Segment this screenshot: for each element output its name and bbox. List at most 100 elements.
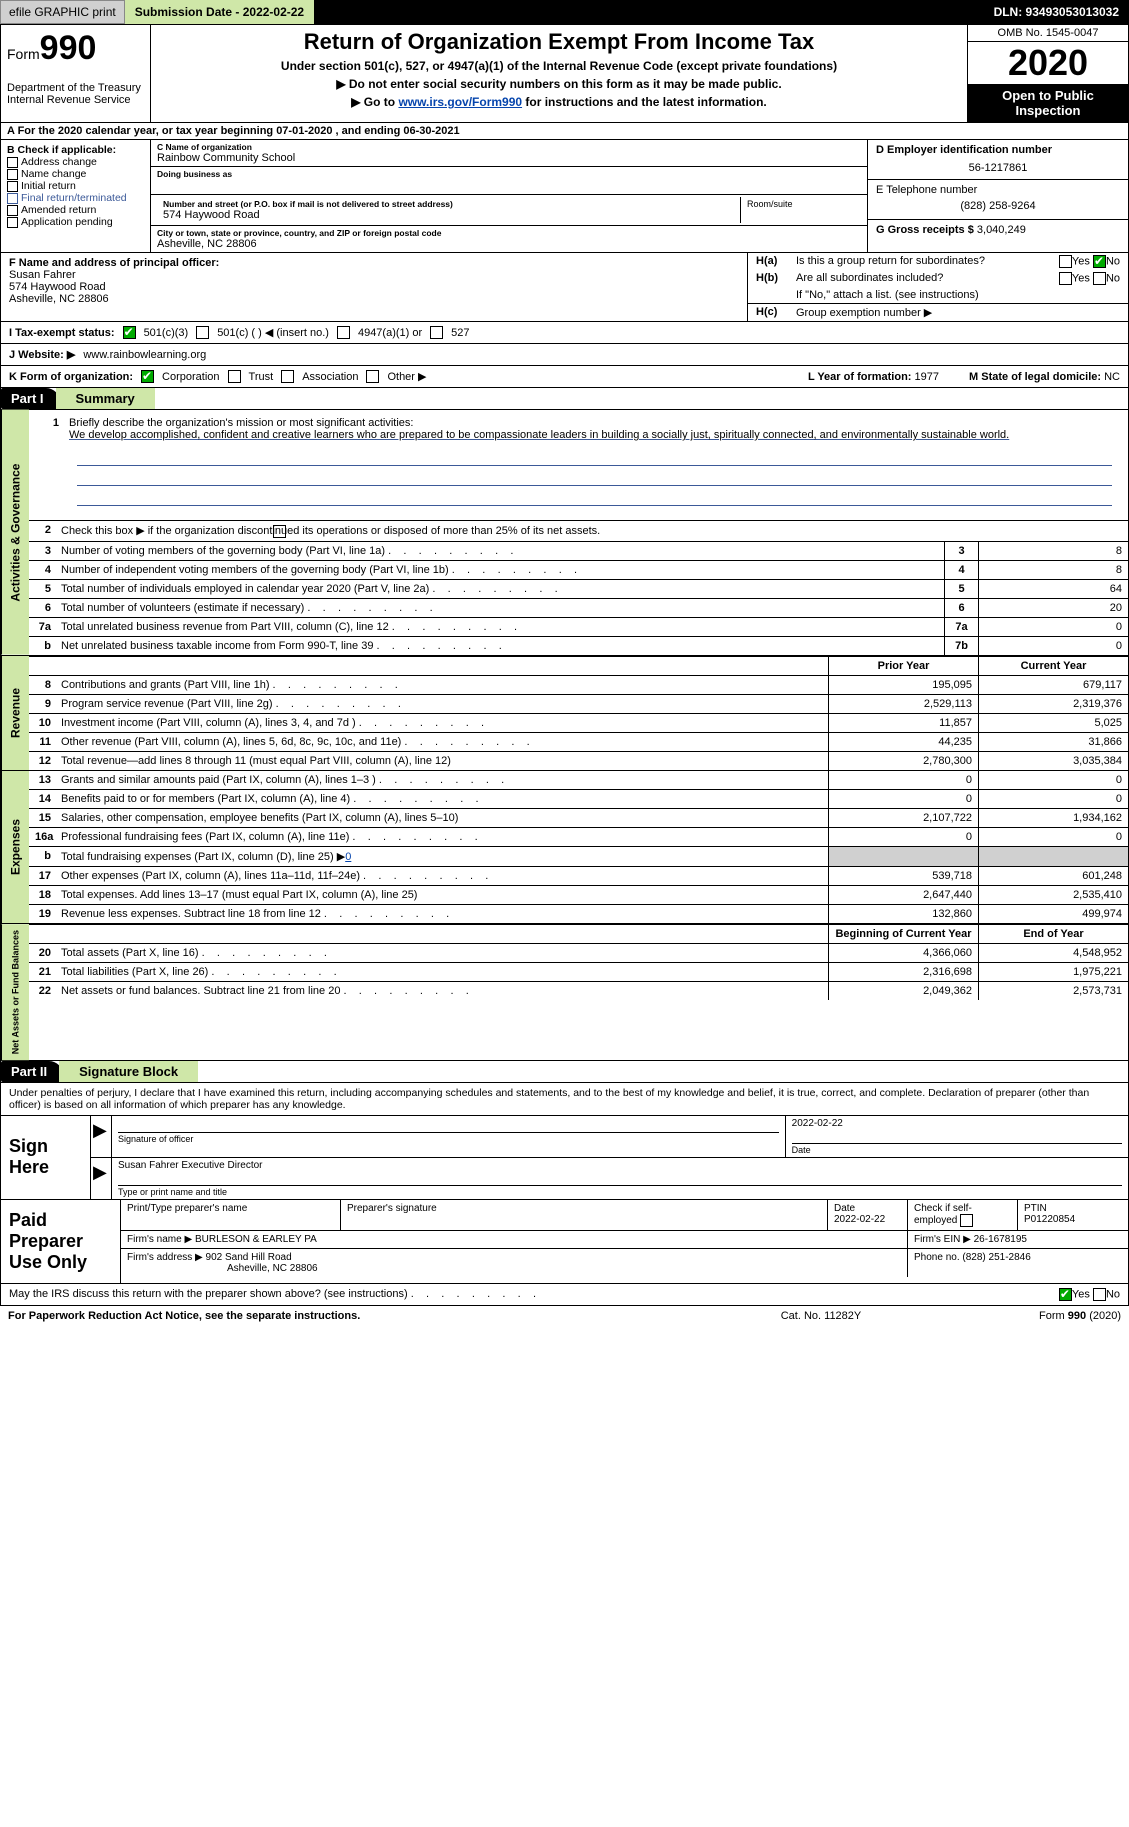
v18p: 2,647,440: [828, 886, 978, 904]
l8: Contributions and grants (Part VIII, lin…: [57, 676, 828, 694]
section-f: F Name and address of principal officer:…: [1, 253, 748, 321]
b-opt-pending: Application pending: [21, 216, 113, 228]
v8c: 679,117: [978, 676, 1128, 694]
l10: Investment income (Part VIII, column (A)…: [57, 714, 828, 732]
b-opt-name: Name change: [21, 168, 86, 180]
form-subtitle-1: Under section 501(c), 527, or 4947(a)(1)…: [161, 59, 957, 73]
v21b: 2,316,698: [828, 963, 978, 981]
hb-note: If "No," attach a list. (see instruction…: [796, 289, 1120, 301]
discuss-no: No: [1106, 1288, 1120, 1300]
d-hdr: D Employer identification number: [876, 144, 1052, 156]
org-street: 574 Haywood Road: [163, 209, 734, 221]
l14: Benefits paid to or for members (Part IX…: [57, 790, 828, 808]
prep-date: 2022-02-22: [834, 1214, 885, 1225]
part2-hdr: Part II: [1, 1061, 63, 1082]
v15c: 1,934,162: [978, 809, 1128, 827]
v7a: 0: [978, 618, 1128, 636]
phone-label: Phone no.: [914, 1252, 960, 1263]
form-number: 990: [40, 29, 97, 67]
i-4947: 4947(a)(1) or: [358, 327, 422, 339]
f-hdr: F Name and address of principal officer:: [9, 257, 219, 269]
v16ac: 0: [978, 828, 1128, 846]
hb-text: Are all subordinates included?: [796, 272, 1010, 284]
b-opt-final: Final return/terminated: [21, 192, 127, 204]
hdr-prior: Prior Year: [828, 657, 978, 675]
state-domicile: NC: [1104, 371, 1120, 383]
l7b: Net unrelated business taxable income fr…: [57, 637, 944, 655]
row-i-tax-status: I Tax-exempt status: 501(c)(3) 501(c) ( …: [0, 322, 1129, 344]
arrow-icon: ▶: [91, 1116, 111, 1157]
firm-ein-label: Firm's EIN ▶: [914, 1234, 971, 1245]
year-formation: 1977: [915, 371, 939, 383]
irs-link[interactable]: www.irs.gov/Form990: [398, 95, 522, 109]
v20b: 4,366,060: [828, 944, 978, 962]
v22b: 2,049,362: [828, 982, 978, 1000]
l9: Program service revenue (Part VIII, line…: [57, 695, 828, 713]
prep-h3: Date: [834, 1203, 855, 1214]
omb-number: OMB No. 1545-0047: [968, 25, 1128, 42]
l-label: L Year of formation:: [808, 371, 912, 383]
form-title: Return of Organization Exempt From Incom…: [161, 29, 957, 55]
efile-print-button[interactable]: efile GRAPHIC print: [0, 0, 125, 24]
i-501c3: 501(c)(3): [144, 327, 189, 339]
firm-ein: 26-1678195: [974, 1234, 1027, 1245]
sign-here-label: Sign Here: [1, 1116, 91, 1199]
sig-date-label: Date: [792, 1143, 1122, 1155]
v13c: 0: [978, 771, 1128, 789]
part2-title: Signature Block: [59, 1061, 198, 1082]
discuss-yes: Yes: [1072, 1288, 1090, 1300]
prep-h5: PTIN: [1024, 1203, 1047, 1214]
l11: Other revenue (Part VIII, column (A), li…: [57, 733, 828, 751]
c-dba-hdr: Doing business as: [157, 169, 861, 179]
v13p: 0: [828, 771, 978, 789]
l20: Total assets (Part X, line 16): [57, 944, 828, 962]
part1-title: Summary: [56, 388, 155, 409]
form-label: Form: [7, 46, 40, 62]
j-label: J Website: ▶: [9, 348, 75, 361]
form-subtitle-2: ▶ Do not enter social security numbers o…: [161, 77, 957, 91]
section-deg: D Employer identification number 56-1217…: [868, 140, 1128, 252]
l4: Number of independent voting members of …: [57, 561, 944, 579]
c-addr-hdr: Number and street (or P.O. box if mail i…: [163, 199, 734, 209]
v11p: 44,235: [828, 733, 978, 751]
v22e: 2,573,731: [978, 982, 1128, 1000]
v6: 20: [978, 599, 1128, 617]
v20e: 4,548,952: [978, 944, 1128, 962]
l5: Total number of individuals employed in …: [57, 580, 944, 598]
top-bar: efile GRAPHIC print Submission Date - 20…: [0, 0, 1129, 24]
v12p: 2,780,300: [828, 752, 978, 770]
hc-text: Group exemption number ▶: [796, 306, 1120, 319]
v5: 64: [978, 580, 1128, 598]
footer-mid: Cat. No. 11282Y: [721, 1310, 921, 1322]
org-city: Asheville, NC 28806: [157, 238, 861, 250]
m-label: M State of legal domicile:: [969, 371, 1101, 383]
paid-preparer-label: Paid Preparer Use Only: [1, 1200, 121, 1283]
l21: Total liabilities (Part X, line 26): [57, 963, 828, 981]
hdr-current: Current Year: [978, 657, 1128, 675]
hdr-end: End of Year: [978, 925, 1128, 943]
e-hdr: E Telephone number: [876, 184, 1120, 196]
footer-right: Form 990 (2020): [921, 1310, 1121, 1322]
v17c: 601,248: [978, 867, 1128, 885]
prep-h4: Check if self-employed: [908, 1200, 1018, 1230]
section-b: B Check if applicable: Address change Na…: [1, 140, 151, 252]
k-assoc: Association: [302, 371, 358, 383]
l13: Grants and similar amounts paid (Part IX…: [57, 771, 828, 789]
form-subtitle-3: ▶ Go to www.irs.gov/Form990 for instruct…: [161, 95, 957, 109]
arrow-icon: ▶: [91, 1158, 111, 1199]
mission-text: We develop accomplished, confident and c…: [69, 429, 1009, 441]
gross-receipts: 3,040,249: [977, 224, 1026, 236]
officer-addr1: 574 Haywood Road: [9, 281, 106, 293]
prep-h1: Print/Type preparer's name: [121, 1200, 341, 1230]
v8p: 195,095: [828, 676, 978, 694]
b-opt-amended: Amended return: [21, 204, 96, 216]
v12c: 3,035,384: [978, 752, 1128, 770]
v7b: 0: [978, 637, 1128, 655]
v9c: 2,319,376: [978, 695, 1128, 713]
sign-here-block: Sign Here ▶ Signature of officer 2022-02…: [0, 1116, 1129, 1200]
l22: Net assets or fund balances. Subtract li…: [57, 982, 828, 1000]
l7a: Total unrelated business revenue from Pa…: [57, 618, 944, 636]
paid-preparer-block: Paid Preparer Use Only Print/Type prepar…: [0, 1200, 1129, 1284]
k-label: K Form of organization:: [9, 371, 133, 383]
l2: Check this box ▶ if the organization dis…: [57, 521, 1128, 541]
